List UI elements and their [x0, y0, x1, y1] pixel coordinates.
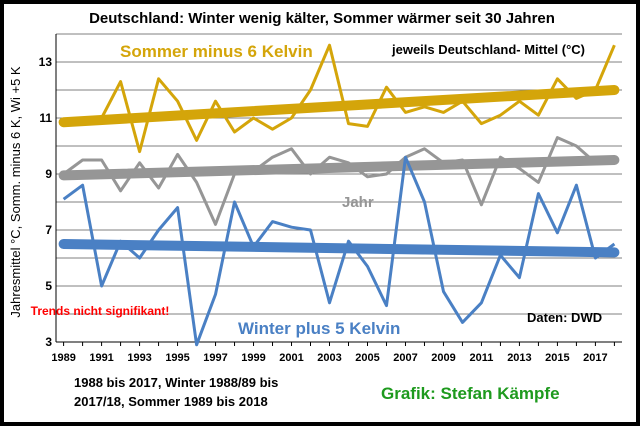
summer-series-line — [63, 43, 616, 154]
y-tick-label: 3 — [45, 335, 52, 349]
x-tick-label: 2011 — [470, 352, 494, 364]
not-significant-note: Trends nicht signifikant! — [31, 304, 170, 318]
x-tick-labels: 1989 1991 1993 1995 1997 1999 2001 2003 2005 2007… — [51, 342, 615, 364]
x-tick-label: 2013 — [507, 352, 531, 364]
winter-series-line — [62, 155, 616, 347]
chart-subtitle: jeweils Deutschland- Mittel (°C) — [391, 42, 585, 57]
grid — [55, 33, 622, 343]
x-tick-label: 2003 — [317, 352, 341, 364]
year-series-label: Jahr — [342, 194, 374, 211]
year-series-line — [62, 136, 615, 226]
y-tick-label: 5 — [45, 279, 52, 293]
summer-trend-line — [58, 85, 620, 128]
winter-series-label: Winter plus 5 Kelvin — [238, 319, 400, 338]
x-tick-label: 2005 — [355, 352, 379, 364]
y-tick-label: 7 — [45, 223, 52, 237]
x-tick-label: 1999 — [241, 352, 265, 364]
y-tick-label: 11 — [39, 111, 52, 125]
line-chart: 3 5 7 9 11 13 1989 1991 1993 1995 1997 1999 2001 200… — [8, 10, 622, 409]
chart-title: Deutschland: Winter wenig kälter, Sommer… — [89, 10, 555, 27]
x-tick-label: 2015 — [545, 352, 569, 364]
x-tick-label: 1995 — [165, 352, 189, 364]
source-label: Daten: DWD — [527, 310, 602, 325]
credit-label: Grafik: Stefan Kämpfe — [381, 384, 560, 403]
year-trend-line — [58, 155, 620, 181]
x-tick-label: 2007 — [393, 352, 417, 364]
summer-series-label: Sommer minus 6 Kelvin — [120, 42, 313, 61]
series-group — [58, 43, 620, 347]
x-tick-label: 2001 — [279, 352, 303, 364]
y-tick-labels: 3 5 7 9 11 13 — [39, 55, 53, 349]
winter-trend-line — [58, 239, 620, 258]
y-tick-label: 13 — [39, 55, 53, 69]
x-tick-label: 2017 — [583, 352, 607, 364]
x-tick-label: 2009 — [431, 352, 455, 364]
y-axis-label: Jahresmittel °C, Somm. minus 6 K, Wi +5 … — [8, 66, 23, 318]
y-tick-label: 9 — [45, 167, 52, 181]
x-tick-label: 1989 — [51, 352, 75, 364]
period-line-2: 2017/18, Sommer 1989 bis 2018 — [74, 394, 268, 409]
x-tick-label: 1997 — [203, 352, 227, 364]
period-line-1: 1988 bis 2017, Winter 1988/89 bis — [74, 375, 278, 390]
x-tick-label: 1991 — [89, 352, 113, 364]
x-tick-label: 1993 — [127, 352, 151, 364]
